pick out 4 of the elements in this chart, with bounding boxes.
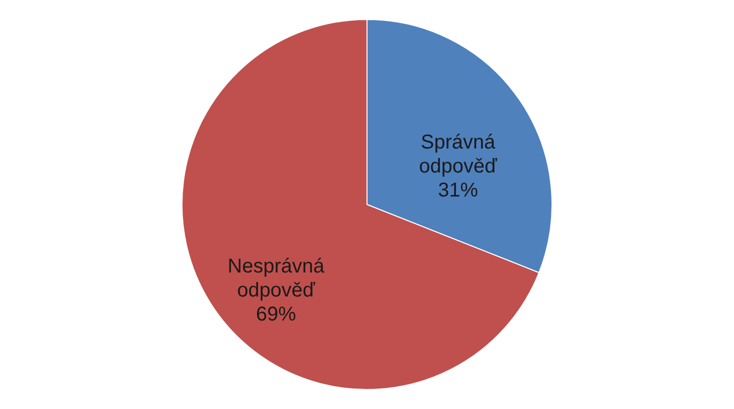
data-label: 31% <box>438 180 478 202</box>
slice-label: Nesprávná odpověď <box>228 255 326 302</box>
slice-label: Správná odpověď <box>419 132 498 178</box>
data-label: 69% <box>256 303 296 326</box>
